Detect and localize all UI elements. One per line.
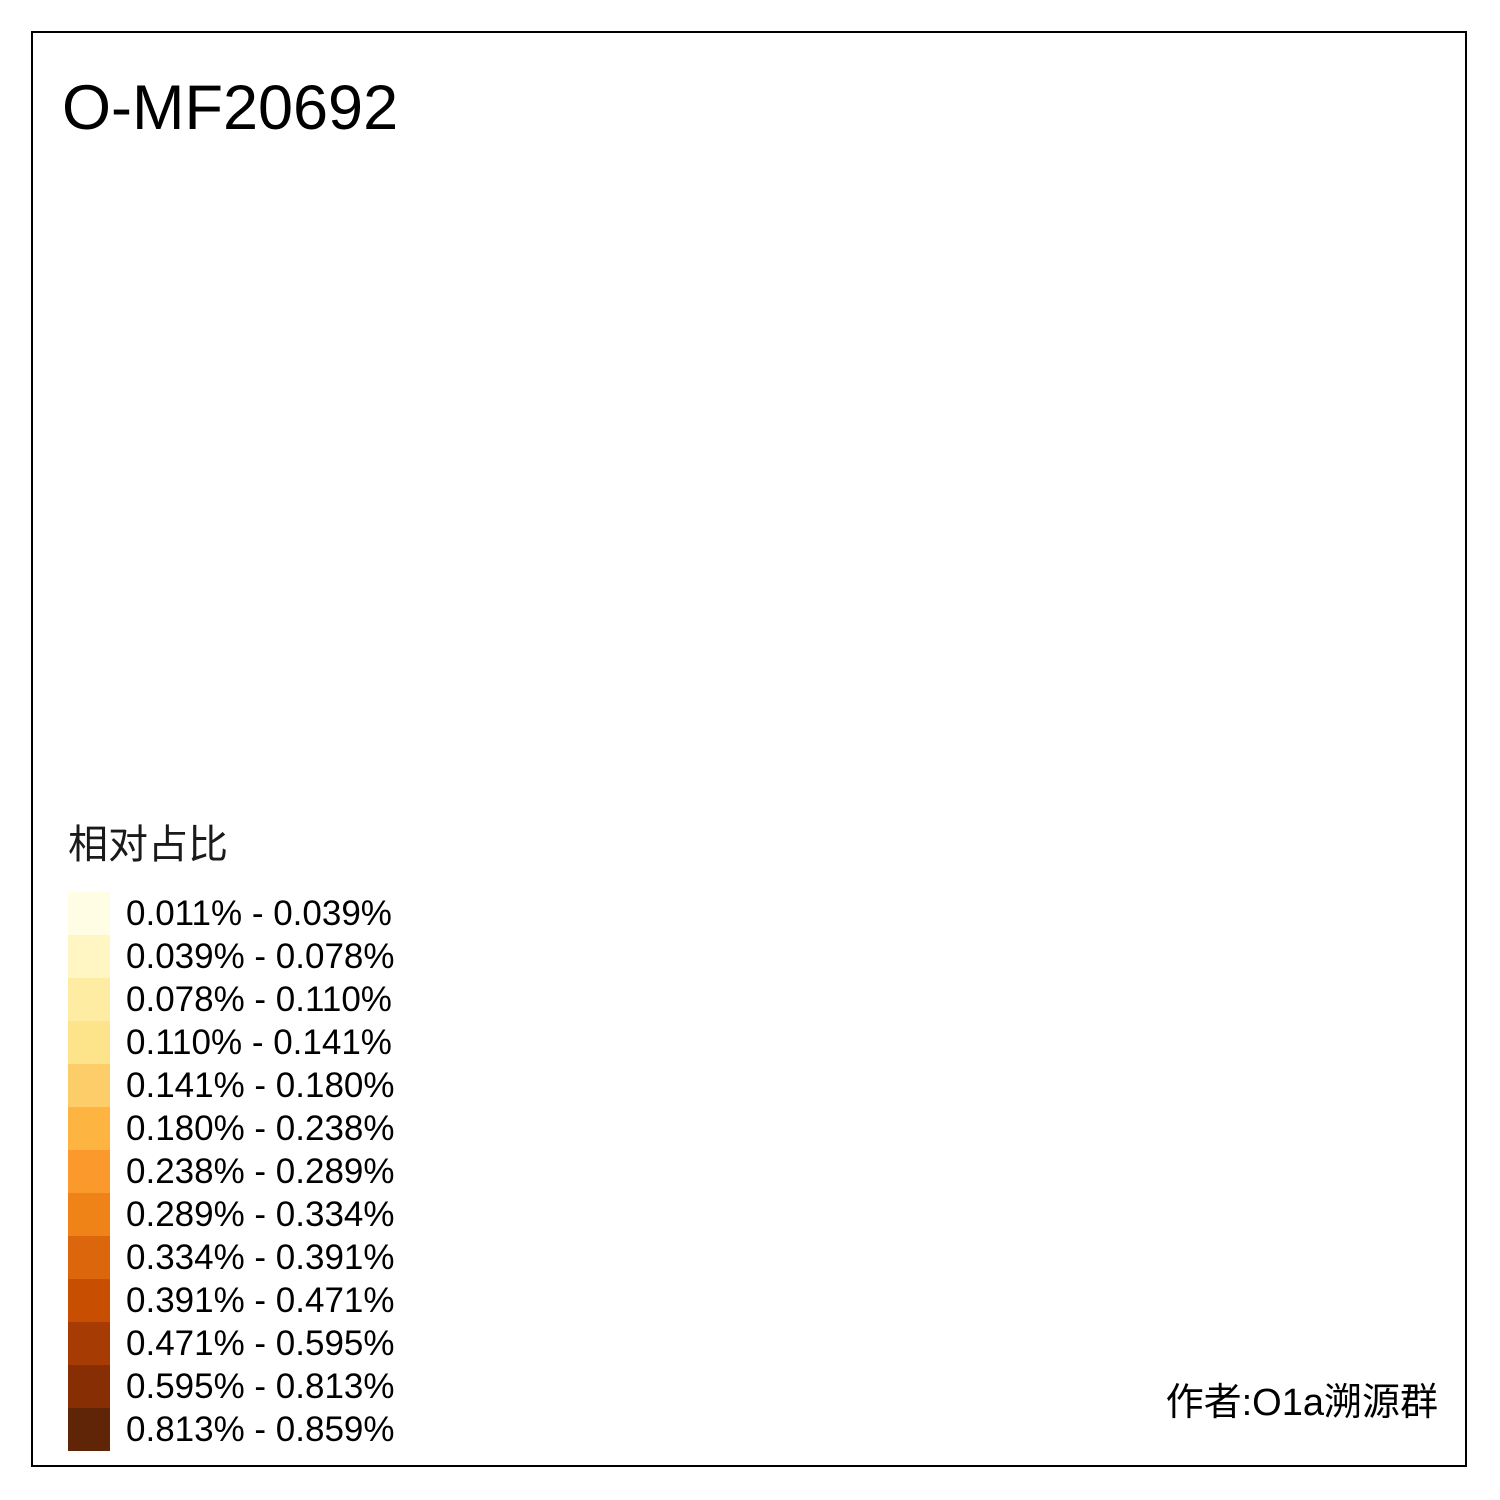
legend-label: 0.238% - 0.289% [126,1152,395,1191]
legend-row: 0.141% - 0.180% [68,1064,395,1107]
legend-swatch [68,1107,110,1150]
legend-swatch [68,1193,110,1236]
plot-frame [31,31,1467,1467]
legend-row: 0.078% - 0.110% [68,978,395,1021]
legend-label: 0.289% - 0.334% [126,1195,395,1234]
legend-row: 0.011% - 0.039% [68,892,395,935]
legend-label: 0.334% - 0.391% [126,1238,395,1277]
legend-label: 0.180% - 0.238% [126,1109,395,1148]
attribution-text: 作者:O1a溯源群 [1165,1382,1438,1424]
legend-label: 0.141% - 0.180% [126,1066,395,1105]
legend-title: 相对占比 [68,823,228,867]
legend-label: 0.813% - 0.859% [126,1410,395,1449]
legend-row: 0.595% - 0.813% [68,1365,395,1408]
legend-row: 0.391% - 0.471% [68,1279,395,1322]
legend-swatch [68,1322,110,1365]
legend-row: 0.334% - 0.391% [68,1236,395,1279]
legend-label: 0.078% - 0.110% [126,980,392,1019]
legend-row: 0.180% - 0.238% [68,1107,395,1150]
legend-swatch [68,1279,110,1322]
legend-swatch [68,892,110,935]
legend: 相对占比 0.011% - 0.039% 0.039% - 0.078% 0.078… [68,812,395,1451]
legend-row: 0.813% - 0.859% [68,1408,395,1451]
page-title: O-MF20692 [62,73,399,143]
legend-label: 0.011% - 0.039% [126,894,392,933]
legend-label: 0.039% - 0.078% [126,937,395,976]
legend-label: 0.110% - 0.141% [126,1023,392,1062]
legend-swatch [68,1150,110,1193]
legend-row: 0.039% - 0.078% [68,935,395,978]
legend-row: 0.110% - 0.141% [68,1021,395,1064]
legend-label: 0.391% - 0.471% [126,1281,395,1320]
legend-swatch [68,1236,110,1279]
legend-swatch [68,1064,110,1107]
legend-row: 0.471% - 0.595% [68,1322,395,1365]
legend-row: 0.289% - 0.334% [68,1193,395,1236]
legend-label: 0.595% - 0.813% [126,1367,395,1406]
legend-swatch [68,1021,110,1064]
legend-swatch [68,978,110,1021]
legend-swatch [68,1365,110,1408]
legend-swatch [68,935,110,978]
legend-rows: 0.011% - 0.039% 0.039% - 0.078% 0.078% - 0… [68,892,395,1451]
legend-row: 0.238% - 0.289% [68,1150,395,1193]
legend-swatch [68,1408,110,1451]
legend-label: 0.471% - 0.595% [126,1324,395,1363]
